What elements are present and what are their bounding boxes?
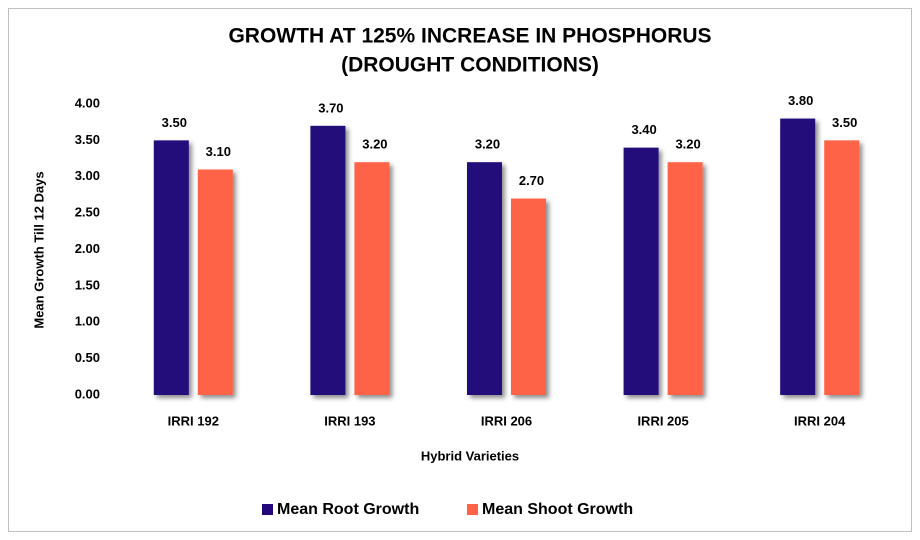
data-label: 3.20 [475,137,500,152]
bar [780,118,816,396]
data-label: 3.20 [675,137,700,152]
bar [310,125,346,395]
bar [824,140,860,395]
y-tick-label: 1.00 [75,314,100,329]
data-label: 3.50 [832,115,857,130]
y-tick-label: 3.00 [75,168,100,183]
x-axis-label: Hybrid Varieties [421,448,519,463]
x-tick-label: IRRI 204 [794,413,846,428]
bar [511,198,546,395]
data-label: 3.20 [362,137,387,152]
data-label: 3.70 [318,100,343,115]
bar [354,162,390,395]
data-label: 3.40 [631,122,656,137]
y-axis-label: Mean Growth Till 12 Days [31,171,46,328]
chart-title: GROWTH AT 125% INCREASE IN PHOSPHORUS [228,25,711,48]
chart-title: (DROUGHT CONDITIONS) [341,54,599,77]
y-tick-label: 2.00 [75,241,100,256]
y-tick-label: 0.00 [75,386,100,401]
legend-swatch [467,504,478,515]
data-label: 3.50 [162,115,187,130]
y-tick-label: 2.50 [75,205,100,220]
bar [153,140,189,395]
data-label: 2.70 [519,173,544,188]
x-tick-label: IRRI 193 [324,413,375,428]
y-tick-label: 0.50 [75,350,100,365]
y-tick-label: 4.00 [75,95,100,110]
legend-text: Mean Shoot Growth [482,501,633,518]
x-tick-label: IRRI 205 [637,413,688,428]
data-label: 3.10 [206,144,231,159]
y-tick-label: 3.50 [75,132,100,147]
bar [197,169,233,395]
data-label: 3.80 [788,93,813,108]
x-tick-label: IRRI 192 [168,413,219,428]
x-tick-label: IRRI 206 [481,413,532,428]
legend-swatch [262,504,273,515]
bar [667,162,703,395]
bar [467,162,502,395]
y-tick-label: 1.50 [75,277,100,292]
bar [623,147,659,395]
legend-text: Mean Root Growth [277,501,419,518]
